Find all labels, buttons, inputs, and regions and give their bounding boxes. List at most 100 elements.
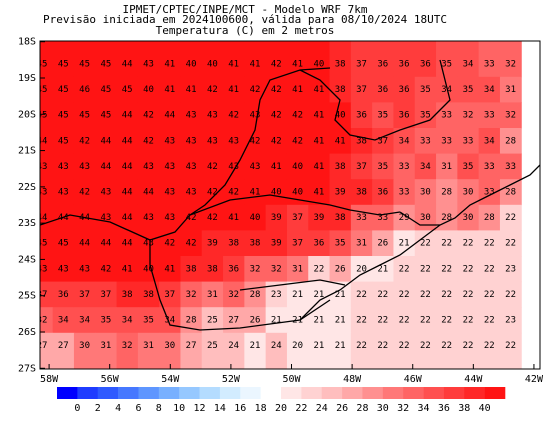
temperature-value: 41 — [186, 85, 197, 95]
temperature-value: 43 — [207, 111, 218, 121]
temperature-value: 21 — [399, 239, 410, 249]
y-tick-label: 20S — [18, 109, 36, 120]
temperature-cell — [393, 307, 416, 334]
temperature-cell — [52, 153, 75, 180]
temperature-cell — [286, 204, 309, 231]
temperature-value: 43 — [250, 162, 261, 172]
temperature-value: 33 — [399, 188, 410, 198]
temperature-cell — [244, 332, 267, 369]
temperature-cell — [95, 76, 118, 103]
temperature-cell — [436, 153, 458, 180]
temperature-value: 30 — [79, 341, 90, 351]
y-tick-label: 26S — [18, 327, 36, 338]
temperature-value: 33 — [399, 162, 410, 172]
x-tick-label: 50W — [282, 374, 301, 385]
temperature-cell — [52, 256, 75, 283]
temperature-value: 44 — [122, 60, 133, 70]
temperature-cell — [457, 102, 480, 129]
temperature-cell — [478, 41, 501, 78]
temperature-value: 41 — [271, 162, 282, 172]
temperature-value: 22 — [441, 264, 452, 274]
temperature-value: 35 — [143, 316, 154, 326]
temperature-cell — [265, 204, 288, 231]
colorbar-box — [138, 387, 160, 399]
temperature-cell — [499, 281, 522, 308]
temperature-cell — [73, 256, 96, 283]
temperature-cell — [180, 128, 203, 155]
temperature-cell — [308, 153, 331, 180]
temperature-cell — [499, 332, 522, 369]
temperature-cell — [223, 256, 245, 283]
temperature-value: 43 — [143, 162, 154, 172]
colorbar-box — [362, 387, 384, 399]
temperature-value: 22 — [505, 290, 516, 300]
temperature-value: 30 — [463, 213, 474, 223]
temperature-value: 42 — [207, 188, 218, 198]
temperature-value: 39 — [207, 239, 218, 249]
temperature-value: 35 — [377, 111, 388, 121]
temperature-value: 22 — [399, 341, 410, 351]
temperature-cell — [95, 256, 118, 283]
colorbar-label: 36 — [438, 403, 450, 414]
temperature-cell — [244, 128, 267, 155]
temperature-cell — [286, 41, 309, 78]
y-tick-label: 23S — [18, 218, 36, 229]
temperature-value: 22 — [420, 316, 431, 326]
temperature-value: 40 — [313, 60, 324, 70]
temperature-value: 32 — [505, 111, 516, 121]
temperature-value: 20 — [356, 264, 367, 274]
temperature-cell — [116, 204, 139, 231]
temperature-value: 22 — [484, 290, 495, 300]
temperature-value: 40 — [207, 60, 218, 70]
x-tick-label: 56W — [101, 374, 120, 385]
temperature-cell — [393, 230, 416, 257]
temperature-value: 39 — [313, 213, 324, 223]
temperature-cell — [180, 204, 203, 231]
temperature-cell — [73, 76, 96, 103]
temperature-cell — [73, 102, 96, 129]
temperature-cell — [393, 128, 416, 155]
coastline — [299, 164, 540, 321]
temperature-value: 32 — [37, 316, 48, 326]
temperature-value: 22 — [441, 290, 452, 300]
temperature-value: 33 — [463, 136, 474, 146]
temperature-value: 33 — [484, 188, 495, 198]
temperature-cell — [329, 76, 352, 103]
temperature-value: 46 — [79, 85, 90, 95]
temperature-cell — [137, 41, 160, 78]
temperature-cell — [457, 41, 480, 78]
temperature-value: 34 — [399, 136, 410, 146]
temperature-value: 42 — [100, 264, 111, 274]
temperature-cell — [223, 76, 245, 103]
temperature-value: 32 — [505, 60, 516, 70]
temperature-cell — [436, 256, 458, 283]
temperature-cell — [436, 128, 458, 155]
temperature-cell — [286, 76, 309, 103]
temperature-cell — [95, 179, 118, 206]
temperature-value: 38 — [250, 239, 261, 249]
temperature-cell — [286, 102, 309, 129]
colorbar-label: 20 — [275, 403, 287, 414]
temperature-value: 43 — [250, 111, 261, 121]
temperature-cell — [393, 41, 416, 78]
temperature-value: 34 — [484, 136, 495, 146]
temperature-value: 45 — [79, 60, 90, 70]
temperature-cell — [265, 256, 288, 283]
temperature-value: 21 — [335, 290, 346, 300]
temperature-value: 28 — [250, 290, 261, 300]
temperature-value: 24 — [228, 341, 239, 351]
temperature-cell — [201, 76, 224, 103]
temperature-cell — [286, 128, 309, 155]
temperature-value: 40 — [292, 162, 303, 172]
temperature-cell — [393, 256, 416, 283]
temperature-value: 32 — [271, 264, 282, 274]
temperature-value: 34 — [441, 85, 452, 95]
temperature-cell — [137, 153, 160, 180]
axes: 18S 19S 20S 21S 22S 23S 24S 25S 26S 27S 58W 56W 54W 5… — [18, 37, 544, 385]
temperature-value: 28 — [484, 213, 495, 223]
temperature-cell — [478, 76, 501, 103]
temperature-value: 40 — [250, 213, 261, 223]
temperature-value: 22 — [463, 290, 474, 300]
temperature-cell — [478, 307, 501, 334]
temperature-cell — [40, 307, 54, 334]
